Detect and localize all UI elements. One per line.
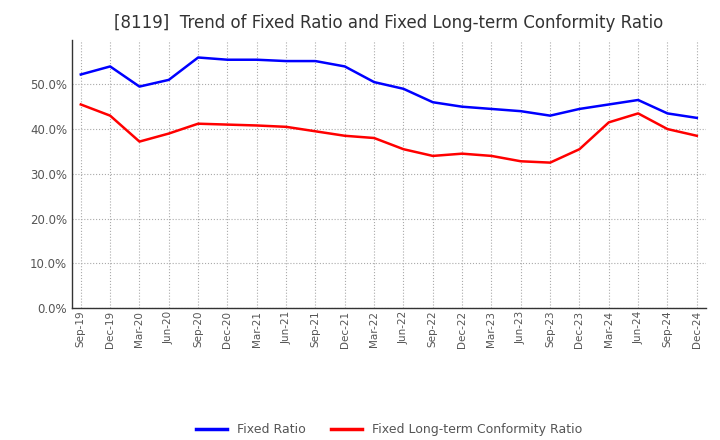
Line: Fixed Long-term Conformity Ratio: Fixed Long-term Conformity Ratio bbox=[81, 104, 697, 163]
Fixed Ratio bbox=[370, 80, 379, 85]
Fixed Ratio bbox=[399, 86, 408, 92]
Fixed Ratio bbox=[605, 102, 613, 107]
Fixed Long-term Conformity Ratio bbox=[253, 123, 261, 128]
Fixed Ratio bbox=[428, 99, 437, 105]
Fixed Long-term Conformity Ratio bbox=[311, 128, 320, 134]
Fixed Ratio bbox=[194, 55, 202, 60]
Fixed Long-term Conformity Ratio bbox=[76, 102, 85, 107]
Fixed Ratio bbox=[516, 109, 525, 114]
Fixed Long-term Conformity Ratio bbox=[135, 139, 144, 144]
Fixed Long-term Conformity Ratio bbox=[428, 153, 437, 158]
Fixed Ratio bbox=[106, 64, 114, 69]
Fixed Long-term Conformity Ratio bbox=[663, 126, 672, 132]
Fixed Long-term Conformity Ratio bbox=[634, 111, 642, 116]
Fixed Ratio bbox=[341, 64, 349, 69]
Line: Fixed Ratio: Fixed Ratio bbox=[81, 58, 697, 118]
Fixed Long-term Conformity Ratio bbox=[223, 122, 232, 127]
Fixed Ratio bbox=[693, 115, 701, 121]
Fixed Long-term Conformity Ratio bbox=[370, 136, 379, 141]
Fixed Long-term Conformity Ratio bbox=[458, 151, 467, 156]
Fixed Long-term Conformity Ratio bbox=[106, 113, 114, 118]
Fixed Ratio bbox=[575, 106, 584, 112]
Fixed Long-term Conformity Ratio bbox=[194, 121, 202, 126]
Fixed Long-term Conformity Ratio bbox=[516, 159, 525, 164]
Fixed Ratio bbox=[282, 59, 290, 64]
Fixed Long-term Conformity Ratio bbox=[575, 147, 584, 152]
Fixed Ratio bbox=[164, 77, 173, 82]
Fixed Ratio bbox=[458, 104, 467, 109]
Fixed Ratio bbox=[311, 59, 320, 64]
Fixed Ratio bbox=[634, 97, 642, 103]
Fixed Ratio bbox=[663, 111, 672, 116]
Fixed Long-term Conformity Ratio bbox=[164, 131, 173, 136]
Fixed Ratio bbox=[546, 113, 554, 118]
Title: [8119]  Trend of Fixed Ratio and Fixed Long-term Conformity Ratio: [8119] Trend of Fixed Ratio and Fixed Lo… bbox=[114, 15, 663, 33]
Fixed Ratio bbox=[487, 106, 496, 112]
Fixed Long-term Conformity Ratio bbox=[605, 120, 613, 125]
Fixed Ratio bbox=[223, 57, 232, 62]
Fixed Long-term Conformity Ratio bbox=[546, 160, 554, 165]
Fixed Long-term Conformity Ratio bbox=[341, 133, 349, 139]
Fixed Long-term Conformity Ratio bbox=[399, 147, 408, 152]
Fixed Long-term Conformity Ratio bbox=[487, 153, 496, 158]
Fixed Long-term Conformity Ratio bbox=[693, 133, 701, 139]
Legend: Fixed Ratio, Fixed Long-term Conformity Ratio: Fixed Ratio, Fixed Long-term Conformity … bbox=[191, 418, 587, 440]
Fixed Ratio bbox=[135, 84, 144, 89]
Fixed Long-term Conformity Ratio bbox=[282, 124, 290, 129]
Fixed Ratio bbox=[253, 57, 261, 62]
Fixed Ratio bbox=[76, 72, 85, 77]
